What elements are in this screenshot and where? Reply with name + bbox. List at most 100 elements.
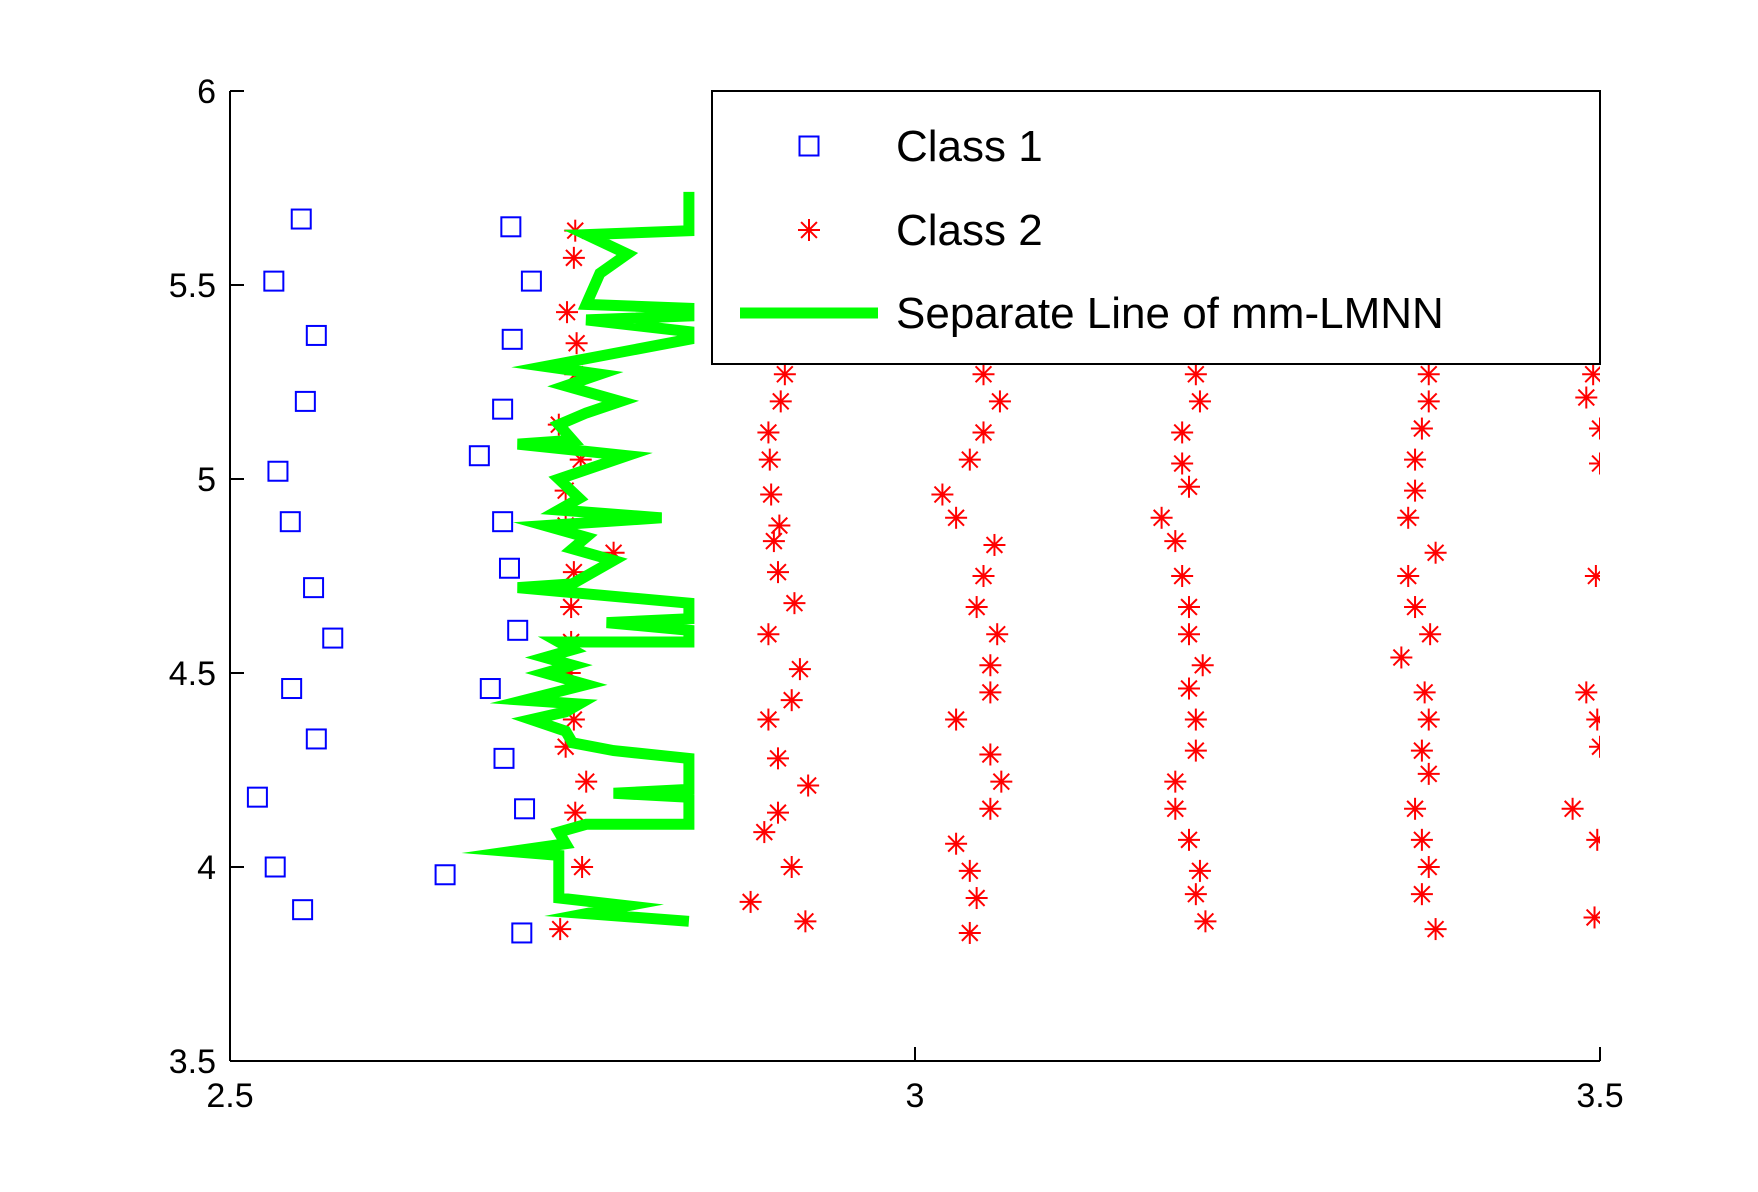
legend-marker-class1 bbox=[798, 135, 820, 157]
class2-point-52 bbox=[945, 708, 968, 731]
class1-point-19 bbox=[498, 557, 520, 579]
class2-point-64 bbox=[1178, 475, 1200, 498]
class1-point-1 bbox=[263, 270, 285, 292]
class1-point-5 bbox=[279, 511, 301, 533]
legend-label-2: Separate Line of mm-LMNN bbox=[896, 289, 1444, 338]
class2-point-72 bbox=[1184, 708, 1207, 731]
legend-label-1: Class 2 bbox=[896, 206, 1043, 255]
class1-point-6 bbox=[303, 577, 325, 599]
class2-point-47 bbox=[972, 565, 995, 587]
class2-point-93 bbox=[1410, 739, 1433, 762]
class2-point-35 bbox=[767, 801, 789, 824]
class2-point-26 bbox=[762, 530, 785, 553]
class2-point-68 bbox=[1178, 596, 1200, 619]
class2-point-44 bbox=[931, 483, 954, 506]
class2-point-92 bbox=[1417, 708, 1440, 731]
class2-point-108 bbox=[1589, 735, 1600, 758]
x-tick-label-1: 3 bbox=[906, 1077, 925, 1115]
class2-point-43 bbox=[958, 448, 981, 471]
class1-point-12 bbox=[292, 899, 314, 921]
class2-point-81 bbox=[1417, 390, 1440, 413]
class2-point-37 bbox=[780, 856, 803, 878]
class2-point-75 bbox=[1164, 797, 1187, 820]
class2-point-53 bbox=[979, 743, 1002, 766]
class2-point-88 bbox=[1404, 596, 1427, 619]
class1-point-10 bbox=[246, 786, 268, 808]
class2-point-95 bbox=[1404, 797, 1427, 820]
class2-point-39 bbox=[794, 910, 817, 933]
class2-point-58 bbox=[965, 887, 988, 910]
class1-point-20 bbox=[507, 619, 529, 641]
class2-point-91 bbox=[1413, 681, 1436, 704]
class2-point-71 bbox=[1178, 677, 1200, 700]
class2-point-49 bbox=[986, 623, 1009, 646]
class2-point-42 bbox=[972, 421, 995, 444]
class2-point-27 bbox=[767, 561, 789, 584]
class2-point-46 bbox=[983, 533, 1006, 556]
class2-point-86 bbox=[1424, 541, 1447, 564]
class2-point-48 bbox=[965, 596, 988, 619]
class1-point-13 bbox=[500, 216, 522, 238]
legend: Class 1 Class 2 Separate Line of mm-LMNN bbox=[711, 90, 1601, 365]
class2-point-107 bbox=[1586, 708, 1600, 731]
class2-point-2 bbox=[556, 301, 579, 324]
class2-point-59 bbox=[958, 921, 981, 944]
class2-point-104 bbox=[1589, 452, 1600, 475]
class2-point-99 bbox=[1424, 918, 1447, 941]
class2-point-87 bbox=[1397, 565, 1420, 587]
class2-point-55 bbox=[979, 797, 1002, 820]
class2-point-106 bbox=[1575, 681, 1598, 704]
class2-point-111 bbox=[1583, 906, 1600, 929]
class2-point-54 bbox=[990, 770, 1013, 793]
class2-point-31 bbox=[780, 689, 803, 712]
class2-point-65 bbox=[1150, 506, 1173, 529]
class2-point-110 bbox=[1586, 828, 1600, 851]
class2-point-23 bbox=[758, 448, 781, 471]
class2-point-63 bbox=[1171, 452, 1194, 475]
class2-point-3 bbox=[565, 332, 588, 355]
class2-point-32 bbox=[757, 708, 780, 731]
class2-point-96 bbox=[1410, 828, 1433, 851]
class1-point-21 bbox=[479, 678, 501, 700]
class2-point-22 bbox=[757, 421, 780, 444]
class2-point-57 bbox=[958, 859, 981, 882]
class2-point-16 bbox=[575, 770, 598, 793]
class1-point-0 bbox=[290, 208, 312, 230]
class2-point-77 bbox=[1188, 859, 1211, 882]
class2-point-33 bbox=[767, 747, 789, 770]
class2-point-11 bbox=[560, 596, 583, 619]
class2-point-56 bbox=[945, 832, 968, 855]
class2-point-69 bbox=[1178, 623, 1200, 646]
class2-point-50 bbox=[979, 654, 1002, 677]
class2-point-109 bbox=[1561, 797, 1584, 820]
class2-point-40 bbox=[972, 363, 995, 386]
class2-point-94 bbox=[1417, 762, 1440, 785]
class1-point-8 bbox=[281, 678, 303, 700]
y-tick-label-3: 5 bbox=[197, 461, 216, 499]
class2-point-62 bbox=[1171, 421, 1194, 444]
class2-point-79 bbox=[1194, 910, 1217, 933]
class1-point-11 bbox=[264, 856, 286, 878]
class2-point-66 bbox=[1164, 530, 1187, 553]
class2-point-17 bbox=[564, 801, 587, 824]
class1-point-25 bbox=[511, 922, 533, 944]
class2-point-105 bbox=[1584, 565, 1600, 587]
class2-point-45 bbox=[945, 506, 968, 529]
class2-point-28 bbox=[783, 592, 806, 615]
class1-point-3 bbox=[294, 390, 316, 412]
class1-point-2 bbox=[305, 324, 327, 346]
class2-point-25 bbox=[768, 514, 791, 537]
class1-point-7 bbox=[322, 627, 344, 649]
class2-point-1 bbox=[562, 246, 585, 269]
class1-point-23 bbox=[514, 798, 536, 820]
x-tick-label-2: 3.5 bbox=[1576, 1077, 1623, 1115]
class2-point-19 bbox=[549, 918, 572, 941]
class2-point-82 bbox=[1410, 417, 1433, 440]
class1-point-4 bbox=[267, 460, 289, 482]
class2-point-51 bbox=[979, 681, 1002, 704]
class2-point-84 bbox=[1404, 479, 1427, 502]
class1-point-18 bbox=[492, 511, 514, 533]
class2-point-30 bbox=[788, 658, 811, 681]
x-tick-label-0: 2.5 bbox=[206, 1077, 253, 1115]
